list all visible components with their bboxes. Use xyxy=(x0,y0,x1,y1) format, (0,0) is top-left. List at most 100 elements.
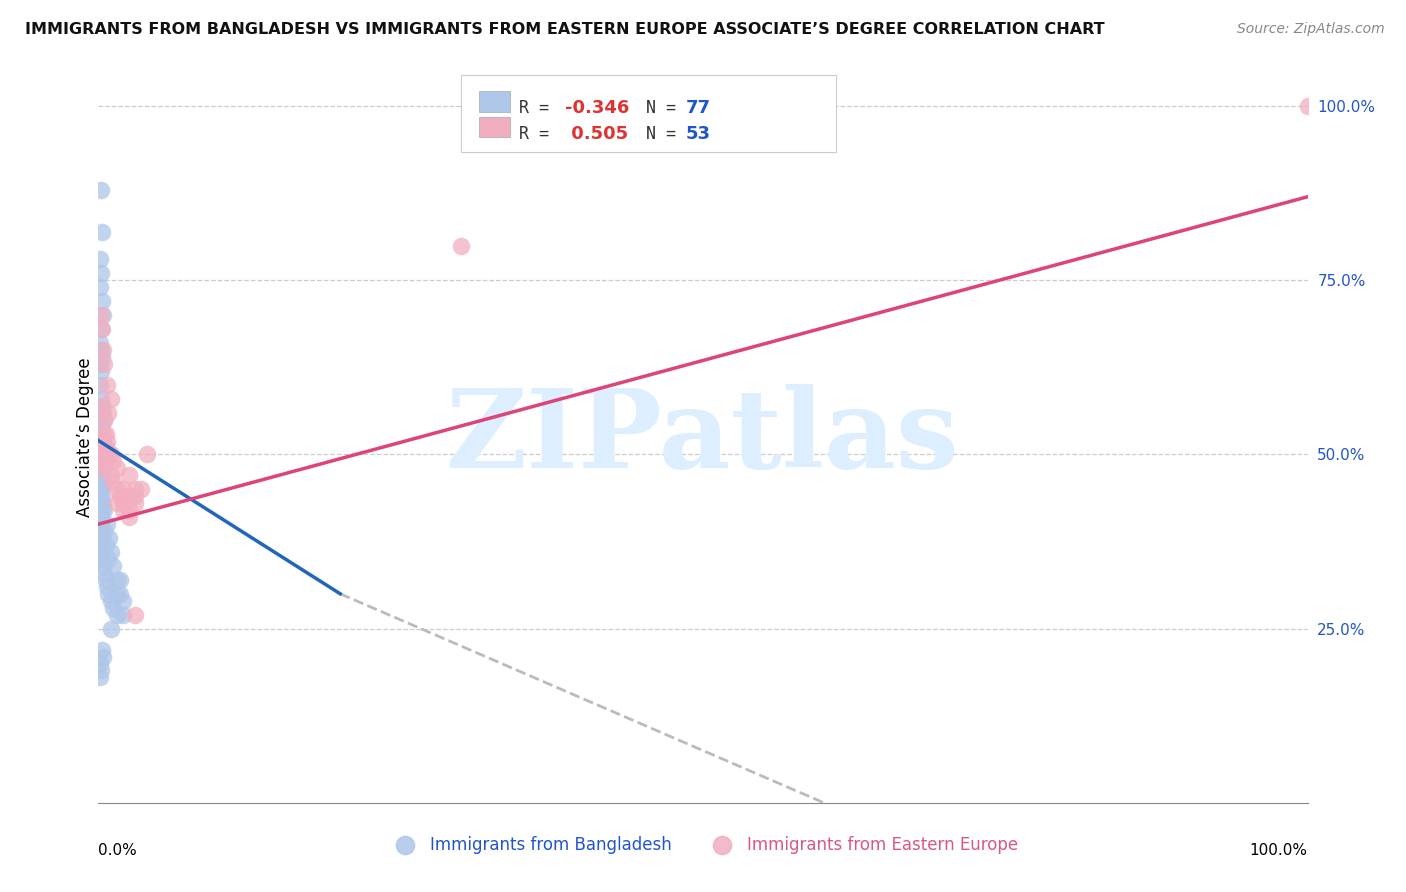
Point xyxy=(91,406,114,420)
Point xyxy=(90,343,112,357)
Point xyxy=(91,308,114,322)
Point xyxy=(89,657,111,671)
Text: Source: ZipAtlas.com: Source: ZipAtlas.com xyxy=(1237,22,1385,37)
Point xyxy=(89,461,111,475)
Point xyxy=(1296,99,1319,113)
Point xyxy=(89,483,111,497)
Point xyxy=(90,266,112,280)
Text: R =: R = xyxy=(519,125,560,143)
Point xyxy=(111,483,134,497)
Point xyxy=(91,461,114,475)
Point xyxy=(90,441,112,455)
Point xyxy=(90,483,112,497)
Point xyxy=(89,252,111,267)
Point xyxy=(108,489,131,503)
Point xyxy=(91,350,114,364)
Text: 0.505: 0.505 xyxy=(565,125,628,143)
Point xyxy=(118,503,141,517)
Point xyxy=(89,426,111,441)
Point xyxy=(101,558,124,573)
Point xyxy=(90,664,112,678)
Point xyxy=(105,461,128,475)
Point xyxy=(91,642,114,657)
Point xyxy=(94,573,117,587)
Text: IMMIGRANTS FROM BANGLADESH VS IMMIGRANTS FROM EASTERN EUROPE ASSOCIATE’S DEGREE : IMMIGRANTS FROM BANGLADESH VS IMMIGRANTS… xyxy=(25,22,1105,37)
Point xyxy=(100,392,122,406)
Point xyxy=(96,580,118,594)
Point xyxy=(91,503,114,517)
Point xyxy=(89,670,111,684)
Point xyxy=(91,496,114,510)
Point xyxy=(96,377,118,392)
Point xyxy=(97,552,120,566)
Point xyxy=(90,461,112,475)
Point xyxy=(90,364,112,378)
Text: R =: R = xyxy=(519,99,560,117)
Point xyxy=(124,483,146,497)
Point xyxy=(91,475,114,490)
Point xyxy=(97,448,120,462)
FancyBboxPatch shape xyxy=(479,91,509,112)
Point xyxy=(90,454,112,468)
Point xyxy=(108,587,131,601)
Point xyxy=(105,607,128,622)
Point xyxy=(100,545,122,559)
Point xyxy=(100,448,122,462)
Point xyxy=(97,406,120,420)
Point xyxy=(91,441,114,455)
Point xyxy=(90,454,112,468)
Point xyxy=(89,434,111,448)
Point xyxy=(105,573,128,587)
Text: 0.0%: 0.0% xyxy=(98,843,138,858)
Text: -0.346: -0.346 xyxy=(565,99,630,117)
Point xyxy=(111,607,134,622)
Text: 77: 77 xyxy=(686,99,711,117)
Point xyxy=(98,531,121,545)
Point xyxy=(90,434,112,448)
Point xyxy=(90,538,112,552)
Text: 53: 53 xyxy=(686,125,711,143)
Point xyxy=(91,399,114,413)
Point xyxy=(101,600,124,615)
Text: ZIPatlas: ZIPatlas xyxy=(446,384,960,491)
Point xyxy=(93,448,115,462)
Point xyxy=(91,441,114,455)
Point xyxy=(94,426,117,441)
Point xyxy=(89,545,111,559)
Point xyxy=(89,489,111,503)
Point xyxy=(90,392,112,406)
Point xyxy=(111,496,134,510)
Point xyxy=(93,412,115,426)
Point xyxy=(89,434,111,448)
Point xyxy=(89,377,111,392)
Point xyxy=(94,538,117,552)
FancyBboxPatch shape xyxy=(461,75,837,152)
Point xyxy=(89,336,111,351)
Point xyxy=(101,475,124,490)
Text: N =: N = xyxy=(647,125,686,143)
Point xyxy=(94,441,117,455)
Point xyxy=(90,517,112,532)
Point xyxy=(129,483,152,497)
Point xyxy=(124,489,146,503)
Point xyxy=(93,454,115,468)
Point xyxy=(96,517,118,532)
Point xyxy=(105,587,128,601)
Point xyxy=(90,510,112,524)
Y-axis label: Associate’s Degree: Associate’s Degree xyxy=(76,358,94,516)
Point xyxy=(93,566,115,580)
Point xyxy=(91,434,114,448)
FancyBboxPatch shape xyxy=(479,117,509,137)
Point xyxy=(91,441,114,455)
Point xyxy=(118,468,141,483)
Point xyxy=(105,483,128,497)
Point xyxy=(91,448,114,462)
Point xyxy=(100,594,122,608)
Point xyxy=(111,503,134,517)
Text: 100.0%: 100.0% xyxy=(1250,843,1308,858)
Point xyxy=(91,448,114,462)
Point xyxy=(91,448,114,462)
Point xyxy=(450,238,472,252)
Point xyxy=(93,412,115,426)
Point xyxy=(91,454,114,468)
